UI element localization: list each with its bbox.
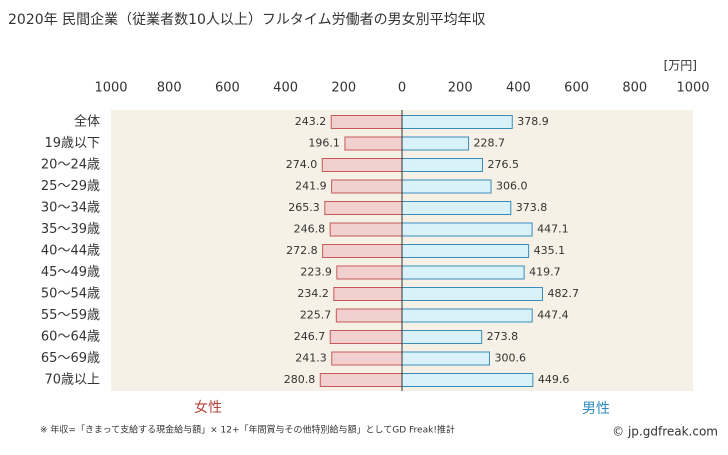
- value-label: 419.7: [529, 266, 561, 279]
- bar: [401, 158, 483, 172]
- x-tick-label: 400: [273, 81, 298, 96]
- bar: [401, 287, 543, 301]
- y-tick-label: 40〜44歳: [41, 244, 100, 259]
- value-label: 223.9: [300, 266, 332, 279]
- value-label: 274.0: [286, 158, 318, 171]
- value-label: 265.3: [288, 201, 320, 214]
- value-label: 273.8: [487, 330, 518, 343]
- y-tick-label: 65〜69歳: [41, 351, 100, 366]
- value-label: 272.8: [286, 244, 318, 257]
- value-label: 378.9: [517, 115, 549, 128]
- bar: [401, 265, 525, 280]
- bar: [333, 287, 403, 301]
- value-label: 449.6: [538, 373, 570, 386]
- bar: [319, 373, 403, 387]
- bar: [401, 330, 483, 344]
- bar: [401, 244, 530, 258]
- bar: [401, 222, 533, 237]
- chart-title: 2020年 民間企業（従業者数10人以上）フルタイム労働者の男女別平均年収: [8, 11, 486, 28]
- bar: [401, 136, 470, 151]
- value-label: 228.7: [474, 137, 506, 150]
- value-label: 241.9: [295, 180, 327, 193]
- bar: [401, 201, 512, 215]
- value-label: 196.1: [308, 137, 340, 150]
- x-tick-label: 200: [448, 81, 473, 96]
- value-label: 373.8: [516, 201, 548, 214]
- bar: [330, 115, 403, 129]
- y-tick-label: 50〜54歳: [41, 287, 100, 302]
- legend-label: 女性: [194, 399, 222, 416]
- bar: [331, 351, 403, 366]
- y-tick-label: 全体: [74, 114, 100, 130]
- value-label: 482.7: [547, 287, 579, 300]
- x-tick-label: 800: [622, 81, 647, 96]
- x-tick-label: 800: [157, 81, 182, 96]
- value-label: 241.3: [295, 352, 327, 365]
- value-label: 306.0: [496, 180, 528, 193]
- bar: [329, 222, 403, 237]
- bar: [401, 308, 533, 323]
- value-label: 435.1: [534, 244, 566, 257]
- bar: [401, 179, 492, 194]
- bar: [324, 201, 403, 215]
- legend-label: 男性: [582, 401, 610, 417]
- value-label: 447.4: [537, 309, 569, 322]
- bar: [322, 244, 403, 258]
- unit-label: [万円]: [664, 59, 697, 73]
- x-tick-label: 400: [506, 81, 531, 96]
- y-tick-label: 35〜39歳: [41, 222, 100, 237]
- x-tick-label: 200: [331, 81, 356, 96]
- x-tick-label: 600: [215, 81, 240, 96]
- y-tick-label: 19歳以下: [44, 136, 100, 151]
- value-label: 280.8: [284, 373, 316, 386]
- value-label: 246.7: [294, 330, 326, 343]
- value-label: 246.8: [294, 223, 326, 236]
- x-tick-label: 1000: [94, 81, 127, 96]
- y-tick-label: 60〜64歳: [41, 330, 100, 345]
- bar: [401, 351, 490, 366]
- y-tick-label: 45〜49歳: [41, 265, 100, 280]
- value-label: 234.2: [297, 287, 329, 300]
- value-label: 276.5: [487, 158, 519, 171]
- y-tick-label: 30〜34歳: [41, 201, 100, 216]
- bar: [335, 308, 403, 323]
- y-tick-label: 55〜59歳: [41, 308, 100, 323]
- bar: [344, 136, 403, 151]
- value-label: 447.1: [537, 223, 569, 236]
- bar: [401, 373, 534, 387]
- bar: [331, 179, 403, 194]
- value-label: 300.6: [494, 352, 526, 365]
- bar: [336, 265, 403, 280]
- bar: [329, 330, 403, 344]
- y-tick-label: 25〜29歳: [41, 179, 100, 194]
- value-label: 243.2: [295, 115, 327, 128]
- bar: [401, 115, 513, 129]
- x-tick-label: 600: [564, 81, 589, 96]
- y-tick-label: 70歳以上: [44, 373, 100, 388]
- bar: [321, 158, 403, 172]
- x-tick-label: 1000: [676, 81, 709, 96]
- y-tick-label: 20〜24歳: [41, 158, 100, 173]
- source: © jp.gdfreak.com: [612, 425, 718, 439]
- footnote: ※ 年収=「きまって支給する現金給与額」× 12+「年間賞与その他特別給与額」と…: [40, 424, 455, 436]
- x-tick-label: 0: [398, 81, 406, 96]
- value-label: 225.7: [300, 309, 332, 322]
